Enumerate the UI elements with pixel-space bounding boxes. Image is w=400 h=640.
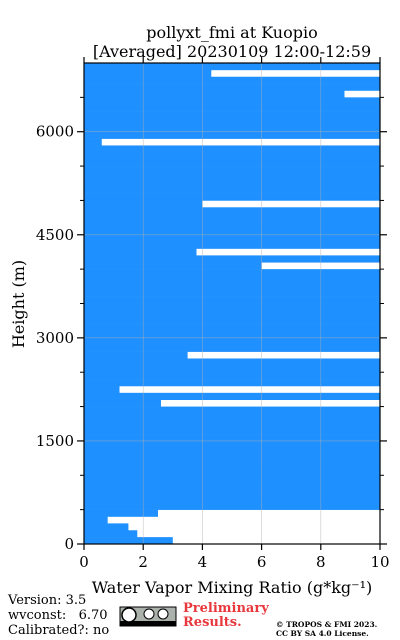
cc-logo <box>119 606 177 627</box>
x-tick-label: 10 <box>370 553 389 571</box>
bar <box>84 502 380 510</box>
bar <box>84 303 380 311</box>
bar <box>84 138 102 146</box>
version: Version: 3.5 <box>7 593 86 608</box>
bar <box>84 289 380 297</box>
bar <box>84 420 380 428</box>
bar <box>84 516 108 524</box>
bar <box>84 179 380 187</box>
bar <box>84 207 380 215</box>
bar <box>84 104 380 112</box>
bar <box>84 234 380 242</box>
y-tick-label: 1500 <box>36 432 74 450</box>
notice: Preliminary Results. <box>183 602 269 630</box>
bar <box>84 241 380 249</box>
bar <box>84 379 380 387</box>
bar <box>84 214 380 222</box>
x-tick-label: 0 <box>79 553 89 571</box>
bar <box>84 193 380 201</box>
bar <box>84 537 173 544</box>
bar <box>84 509 158 517</box>
x-tick-label: 4 <box>198 553 208 571</box>
bar <box>84 324 380 332</box>
x-axis-label: Water Vapor Mixing Ratio (g*kg⁻¹) <box>92 578 372 597</box>
x-tick-label: 8 <box>316 553 326 571</box>
bar <box>84 351 188 359</box>
bar <box>84 255 380 263</box>
bar <box>84 392 380 400</box>
bar <box>84 248 197 256</box>
bar <box>84 145 380 153</box>
bar <box>84 495 380 504</box>
y-tick-label: 6000 <box>36 123 74 141</box>
bar <box>84 317 380 325</box>
x-tick-label: 2 <box>138 553 148 571</box>
chart-subtitle: [Averaged] 20230109 12:00-12:59 <box>93 42 371 61</box>
chart-title: pollyxt_fmi at Kuopio <box>146 23 317 42</box>
bar <box>84 282 380 291</box>
bar <box>84 406 380 414</box>
bar <box>84 399 161 407</box>
license: CC BY SA 4.0 License. <box>276 629 369 638</box>
bar <box>84 440 380 449</box>
wvconst: wvconst: 6.70 <box>8 608 108 623</box>
y-axis-label: Height (m) <box>9 260 28 348</box>
y-tick-label: 4500 <box>36 226 74 244</box>
y-tick-label: 3000 <box>36 329 74 347</box>
bar <box>84 221 380 229</box>
bar <box>84 523 129 531</box>
bar <box>84 159 380 167</box>
bar <box>84 475 380 483</box>
copyright: © TROPOS & FMI 2023. <box>276 620 377 629</box>
bar <box>84 330 380 339</box>
axes: 0 2 4 6 8 10 0 1500 3000 4500 6000 <box>36 57 390 571</box>
bar <box>84 269 380 277</box>
bar <box>84 124 380 133</box>
bar <box>84 152 380 160</box>
bar <box>84 262 262 270</box>
bar <box>84 69 212 78</box>
bar <box>84 76 380 84</box>
bar <box>84 427 380 435</box>
bar <box>84 172 380 181</box>
bar <box>84 296 380 304</box>
bar <box>84 385 120 394</box>
bar <box>84 468 380 476</box>
bar <box>84 530 138 538</box>
bar <box>84 447 380 455</box>
bar <box>84 372 380 380</box>
bar <box>84 131 380 139</box>
plot-area <box>84 63 380 544</box>
calibrated: Calibrated?: no <box>8 623 109 638</box>
bar <box>84 111 380 119</box>
bar <box>84 413 380 421</box>
plot-frame <box>83 62 381 545</box>
bar <box>84 227 380 236</box>
bar <box>84 358 380 366</box>
bar <box>84 97 380 105</box>
bar <box>84 344 380 352</box>
y-tick-label: 0 <box>64 535 74 553</box>
bar <box>84 482 380 490</box>
bar <box>84 186 380 194</box>
bar <box>84 454 380 462</box>
bar <box>84 489 380 497</box>
bar <box>84 276 380 284</box>
bar <box>84 90 345 98</box>
bar <box>84 434 380 442</box>
bar <box>84 63 380 71</box>
bar <box>84 83 380 91</box>
x-tick-label: 6 <box>257 553 267 571</box>
bar <box>84 337 380 346</box>
bar <box>84 461 380 469</box>
notice-box: Preliminary Results. <box>183 602 269 630</box>
bar <box>84 117 380 126</box>
bar <box>84 166 380 174</box>
bar <box>84 365 380 373</box>
bar <box>84 310 380 318</box>
